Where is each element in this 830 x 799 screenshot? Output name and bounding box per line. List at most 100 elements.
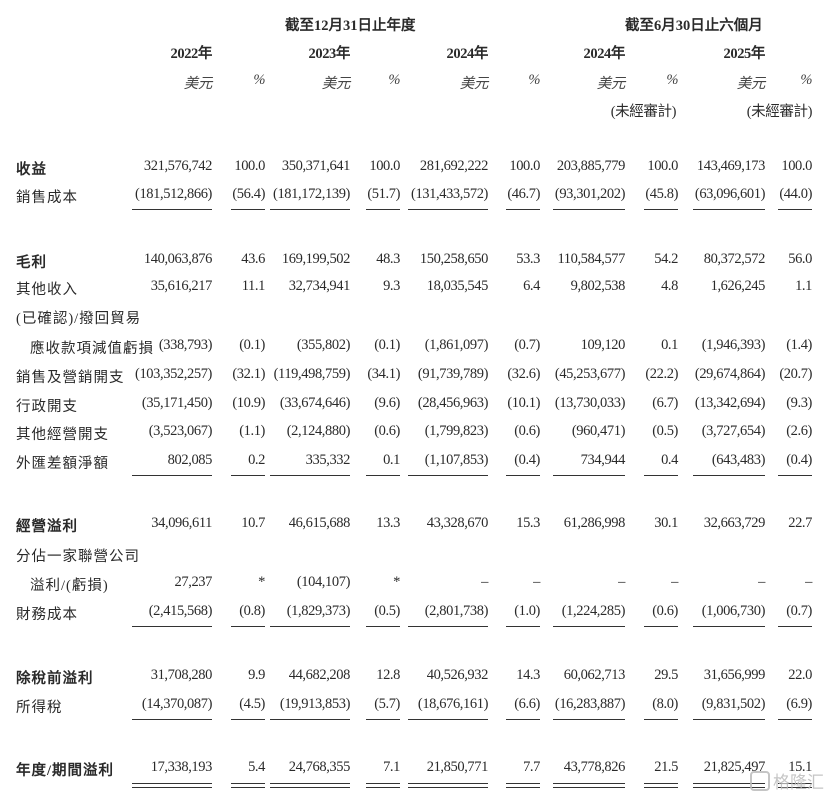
underline [644, 475, 678, 476]
row-label: 收益 [16, 162, 47, 178]
percent-cell: 0.1 [661, 337, 678, 353]
header-interim-period: 截至6月30日止六個月 [625, 18, 763, 34]
amount-cell: (63,096,601) [694, 186, 766, 202]
underline [408, 719, 488, 720]
amount-cell: (13,730,033) [554, 395, 626, 411]
amount-cell: 18,035,545 [426, 278, 489, 294]
amount-cell: (1,829,373) [286, 603, 351, 619]
amount-cell: 350,371,641 [281, 158, 351, 174]
percent-cell: 22.7 [788, 515, 812, 531]
unit-amount: 美元 [321, 76, 351, 92]
underline [693, 209, 765, 210]
underline [270, 626, 350, 627]
row-label: 分佔一家聯營公司 [16, 549, 140, 565]
row-label: 所得稅 [16, 700, 63, 716]
percent-cell: 29.5 [654, 667, 678, 683]
amount-cell: 61,286,998 [563, 515, 626, 531]
amount-cell: 27,237 [174, 574, 213, 590]
double-underline [693, 783, 765, 788]
amount-cell: 43,778,826 [563, 759, 626, 775]
amount-cell: (14,370,087) [141, 696, 213, 712]
watermark-logo: 格隆汇 [750, 768, 824, 793]
percent-cell: (46.7) [507, 186, 540, 202]
amount-cell: (3,727,654) [701, 423, 766, 439]
year-header: 2022年 [170, 46, 213, 62]
underline [778, 719, 812, 720]
underline [553, 209, 625, 210]
underline [408, 475, 488, 476]
amount-cell: 32,734,941 [288, 278, 351, 294]
amount-cell: – [758, 574, 765, 590]
percent-cell: 0.2 [248, 452, 265, 468]
header-annual-period: 截至12月31日止年度 [285, 18, 416, 34]
underline [553, 475, 625, 476]
percent-cell: 100.0 [369, 158, 400, 174]
percent-cell: 54.2 [654, 251, 678, 267]
amount-cell: (13,342,694) [694, 395, 766, 411]
percent-cell: 4.8 [661, 278, 678, 294]
percent-cell: 14.3 [516, 667, 540, 683]
percent-cell: 12.8 [376, 667, 400, 683]
amount-cell: 143,469,173 [696, 158, 766, 174]
percent-cell: (51.7) [367, 186, 400, 202]
amount-cell: 169,199,502 [281, 251, 351, 267]
percent-cell: (32.1) [232, 366, 265, 382]
amount-cell: (1,107,853) [424, 452, 489, 468]
amount-cell: (131,433,572) [411, 186, 488, 202]
amount-cell: (643,483) [711, 452, 766, 468]
amount-cell: (18,676,161) [417, 696, 489, 712]
percent-cell: 7.7 [523, 759, 540, 775]
percent-cell: * [393, 574, 400, 590]
percent-cell: 9.3 [383, 278, 400, 294]
row-label: 其他經營開支 [16, 427, 109, 443]
amount-cell: 150,258,650 [419, 251, 489, 267]
underline [366, 209, 400, 210]
amount-cell: (28,456,963) [417, 395, 489, 411]
percent-cell: (0.5) [652, 423, 678, 439]
amount-cell: (1,006,730) [701, 603, 766, 619]
amount-cell: (2,801,738) [424, 603, 489, 619]
percent-cell: 0.1 [383, 452, 400, 468]
percent-cell: 48.3 [376, 251, 400, 267]
logo-icon [750, 771, 770, 791]
percent-cell: (56.4) [232, 186, 265, 202]
amount-cell: (338,793) [158, 337, 213, 353]
percent-cell: (5.7) [374, 696, 400, 712]
percent-cell: (9.6) [374, 395, 400, 411]
underline [693, 719, 765, 720]
percent-cell: (45.8) [645, 186, 678, 202]
row-label: 銷售成本 [16, 190, 78, 206]
underline [132, 209, 212, 210]
amount-cell: 21,825,497 [703, 759, 766, 775]
amount-cell: (103,352,257) [135, 366, 212, 382]
amount-cell: (960,471) [571, 423, 626, 439]
amount-cell: (16,283,887) [554, 696, 626, 712]
amount-cell: (119,498,759) [273, 366, 351, 382]
amount-cell: 335,332 [305, 452, 351, 468]
amount-cell: (104,107) [296, 574, 351, 590]
underline [778, 209, 812, 210]
percent-cell: 6.4 [523, 278, 540, 294]
amount-cell: (1,946,393) [701, 337, 766, 353]
underline [231, 626, 265, 627]
percent-cell: (9.3) [786, 395, 812, 411]
amount-cell: 31,656,999 [703, 667, 766, 683]
amount-cell: (1,861,097) [424, 337, 489, 353]
year-header: 2025年 [723, 46, 766, 62]
amount-cell: 60,062,713 [563, 667, 626, 683]
amount-cell: – [481, 574, 488, 590]
amount-cell: 110,584,577 [557, 251, 625, 267]
unit-amount: 美元 [183, 76, 213, 92]
percent-cell: 15.3 [516, 515, 540, 531]
underline [644, 209, 678, 210]
percent-cell: 5.4 [248, 759, 265, 775]
amount-cell: 24,768,355 [288, 759, 351, 775]
amount-cell: (2,124,880) [286, 423, 351, 439]
unit-percent: % [800, 72, 812, 88]
underline [506, 626, 540, 627]
double-underline [132, 783, 212, 788]
underline [778, 475, 812, 476]
row-label: 經營溢利 [16, 519, 78, 535]
underline [366, 475, 400, 476]
percent-cell: (4.5) [239, 696, 265, 712]
